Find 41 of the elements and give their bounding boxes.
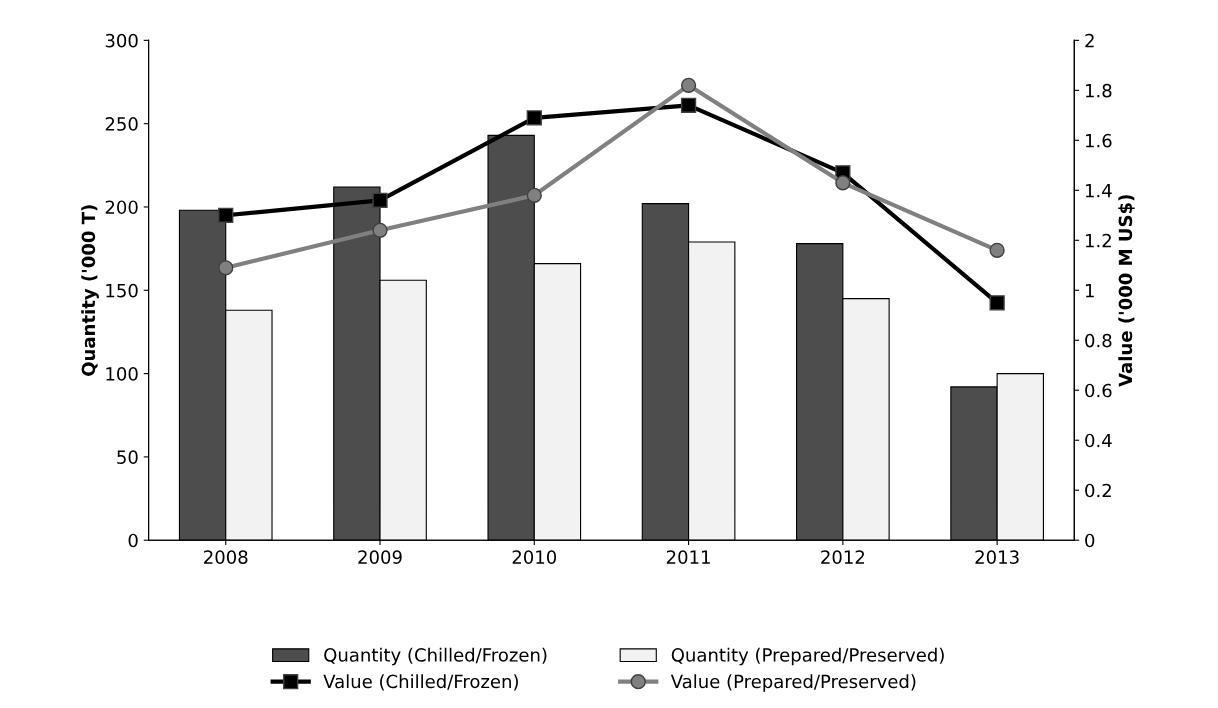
y2-tick-label: 1.8: [1085, 83, 1112, 98]
y2-tick-label: 0: [1085, 533, 1095, 548]
point: [989, 242, 1005, 258]
x-tick-label: 2009: [358, 550, 402, 564]
point: [680, 77, 697, 93]
point: [680, 97, 697, 113]
point: [372, 222, 388, 238]
y-tick-label: 250: [105, 117, 138, 131]
y2-tick-label: 0.2: [1085, 483, 1111, 498]
x-tick-label: 2013: [975, 550, 1019, 564]
y-tick-label: 0: [128, 533, 138, 548]
x-tick-label: 2010: [512, 550, 557, 564]
y-tick-label: 200: [105, 200, 138, 215]
y2-tick-label: 0.6: [1085, 383, 1112, 398]
point: [989, 295, 1005, 311]
x-tick-label: 2012: [821, 550, 865, 564]
y2-tick-label: 2: [1085, 33, 1094, 48]
legend-label: Quantity (Chilled/Frozen): [324, 647, 547, 666]
legend-label: Value (Chilled/Frozen): [323, 674, 518, 691]
legend-label: Quantity (Prepared/Preserved): [671, 647, 944, 666]
point: [526, 187, 542, 203]
y2-tick-label: 1.6: [1085, 133, 1112, 148]
y2-tick-label: 0.4: [1085, 433, 1112, 448]
y-tick-label: 50: [117, 450, 138, 465]
legend-label: Value (Prepared/Preserved): [670, 674, 916, 692]
y2-tick-label: 0.8: [1085, 333, 1112, 348]
y2-tick-label: 1.2: [1085, 233, 1111, 248]
y2-tick-label: 1: [1085, 283, 1094, 298]
point: [835, 175, 851, 191]
y2-tick-label: 1.4: [1085, 184, 1112, 198]
point: [372, 192, 388, 208]
y-tick-label: 100: [106, 367, 138, 381]
x-tick-label: 2011: [666, 550, 710, 564]
y2-axis-title: Value ('000 M US$): [1118, 195, 1135, 387]
x-tick-label: 2008: [204, 550, 248, 564]
y-tick-label: 150: [106, 283, 138, 298]
y-tick-label: 300: [105, 33, 138, 48]
point: [526, 110, 542, 126]
point: [218, 260, 234, 276]
point: [218, 207, 234, 223]
y-axis-title: Quantity ('000 T): [81, 205, 99, 376]
